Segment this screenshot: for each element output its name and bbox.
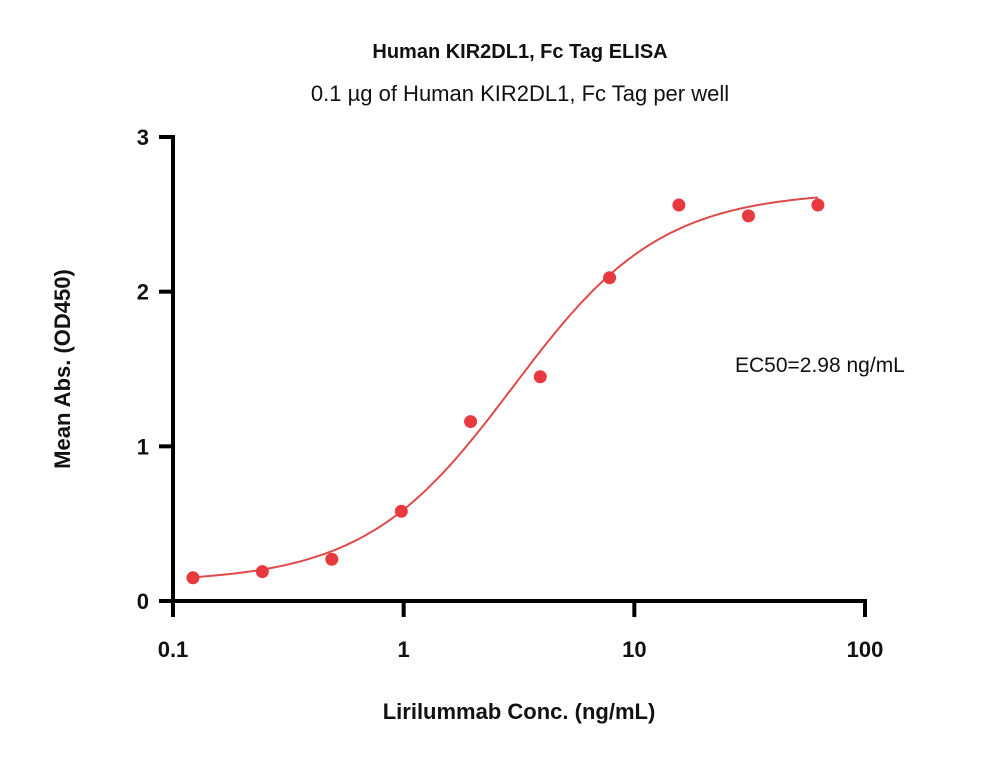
- y-axis-label: Mean Abs. (OD450): [50, 269, 75, 469]
- data-point: [533, 370, 547, 384]
- data-point: [394, 504, 408, 518]
- data-point: [464, 415, 478, 429]
- x-tick-label: 1: [398, 637, 410, 662]
- data-point: [255, 565, 269, 579]
- x-tick-label: 0.1: [158, 637, 189, 662]
- fit-curve: [192, 196, 818, 579]
- x-tick-label: 100: [847, 637, 884, 662]
- data-point: [325, 552, 339, 566]
- data-point: [811, 198, 825, 212]
- data-point: [741, 209, 755, 223]
- y-tick-label: 3: [137, 125, 149, 150]
- x-tick-label: 10: [622, 637, 646, 662]
- ec50-annotation: EC50=2.98 ng/mL: [735, 354, 905, 377]
- y-tick-label: 1: [137, 434, 149, 459]
- chart-title: Human KIR2DL1, Fc Tag ELISA: [372, 41, 667, 63]
- data-point: [603, 271, 617, 285]
- data-point: [186, 571, 200, 585]
- x-axis-label: Lirilummab Conc. (ng/mL): [383, 699, 656, 724]
- data-point: [672, 198, 686, 212]
- y-tick-label: 0: [137, 589, 149, 614]
- y-tick-label: 2: [137, 280, 149, 305]
- chart-subtitle: 0.1 µg of Human KIR2DL1, Fc Tag per well: [311, 81, 729, 106]
